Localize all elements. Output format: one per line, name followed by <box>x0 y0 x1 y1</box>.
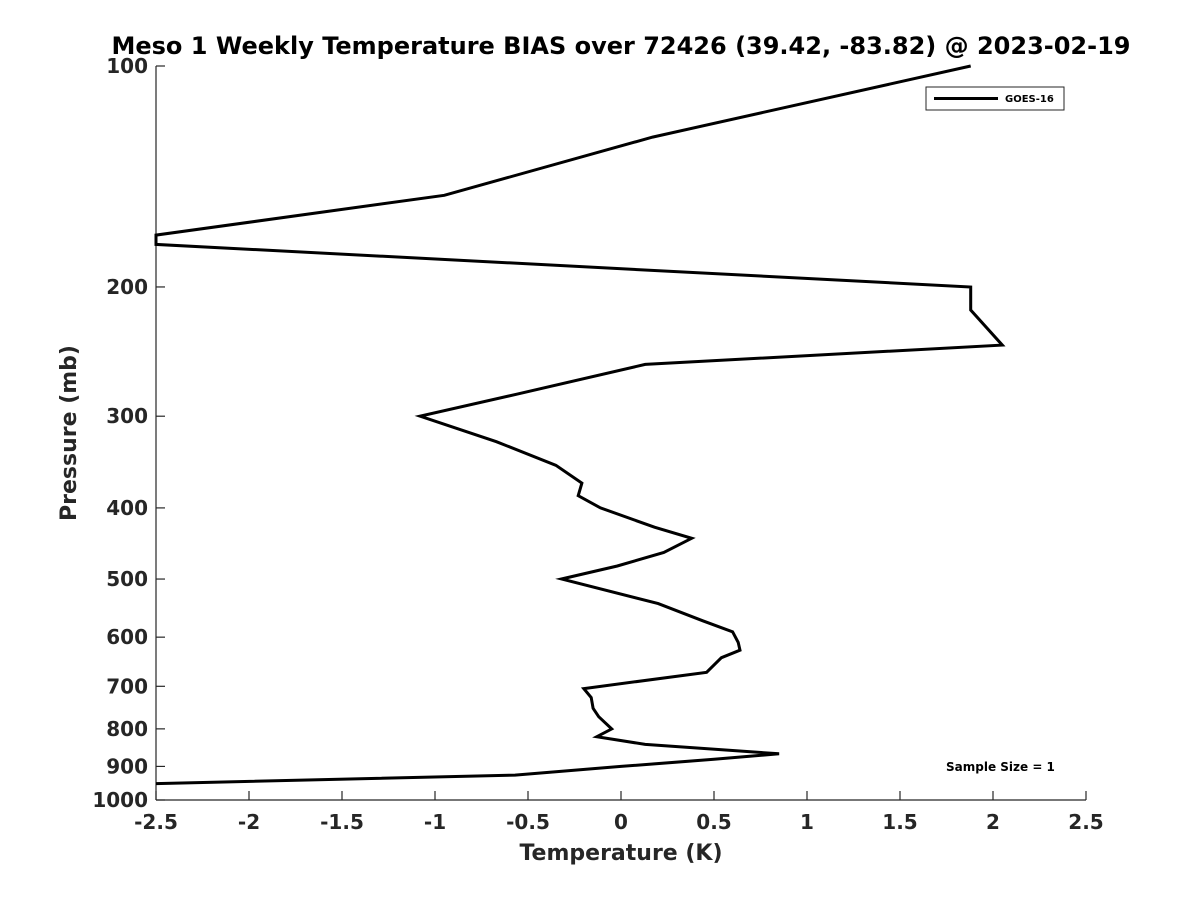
chart-title: Meso 1 Weekly Temperature BIAS over 7242… <box>111 32 1130 60</box>
x-tick-label: 2 <box>986 810 1000 834</box>
x-tick-label: 2.5 <box>1068 810 1103 834</box>
y-tick-label: 300 <box>106 404 148 428</box>
y-tick-label: 200 <box>106 275 148 299</box>
legend-entry-goes-16: GOES-16 <box>1005 94 1054 105</box>
legend: GOES-16 <box>925 86 1065 111</box>
x-tick-label: 1.5 <box>882 810 917 834</box>
plot-area: -2.5 -2 -1.5 -1 -0.5 0 0.5 1 1.5 2 2.5 100 200 300 40… <box>92 54 1103 834</box>
y-tick-label: 500 <box>106 567 148 591</box>
y-tick-label: 800 <box>106 717 148 741</box>
y-tick-label: 400 <box>106 496 148 520</box>
x-tick-label: -1 <box>424 810 446 834</box>
x-axis-ticks: -2.5 -2 -1.5 -1 -0.5 0 0.5 1 1.5 2 2.5 <box>134 791 1104 834</box>
x-tick-label: -2.5 <box>134 810 178 834</box>
series-line-goes-16 <box>154 64 1006 786</box>
series-layer <box>154 64 1006 786</box>
x-tick-label: -0.5 <box>506 810 550 834</box>
y-tick-label: 1000 <box>92 788 148 812</box>
sample-size-annotation: Sample Size = 1 <box>946 760 1055 774</box>
x-tick-label: 0 <box>614 810 628 834</box>
y-tick-label: 100 <box>106 54 148 78</box>
x-axis-label: Temperature (K) <box>519 841 722 866</box>
y-tick-label: 900 <box>106 754 148 778</box>
y-tick-label: 700 <box>106 674 148 698</box>
x-tick-label: 0.5 <box>696 810 731 834</box>
x-tick-label: -2 <box>238 810 260 834</box>
y-tick-label: 600 <box>106 625 148 649</box>
y-axis-label: Pressure (mb) <box>57 345 82 521</box>
x-tick-label: -1.5 <box>320 810 364 834</box>
x-tick-label: 1 <box>800 810 814 834</box>
y-axis-ticks: 100 200 300 400 500 600 700 800 900 1000 <box>92 54 165 812</box>
